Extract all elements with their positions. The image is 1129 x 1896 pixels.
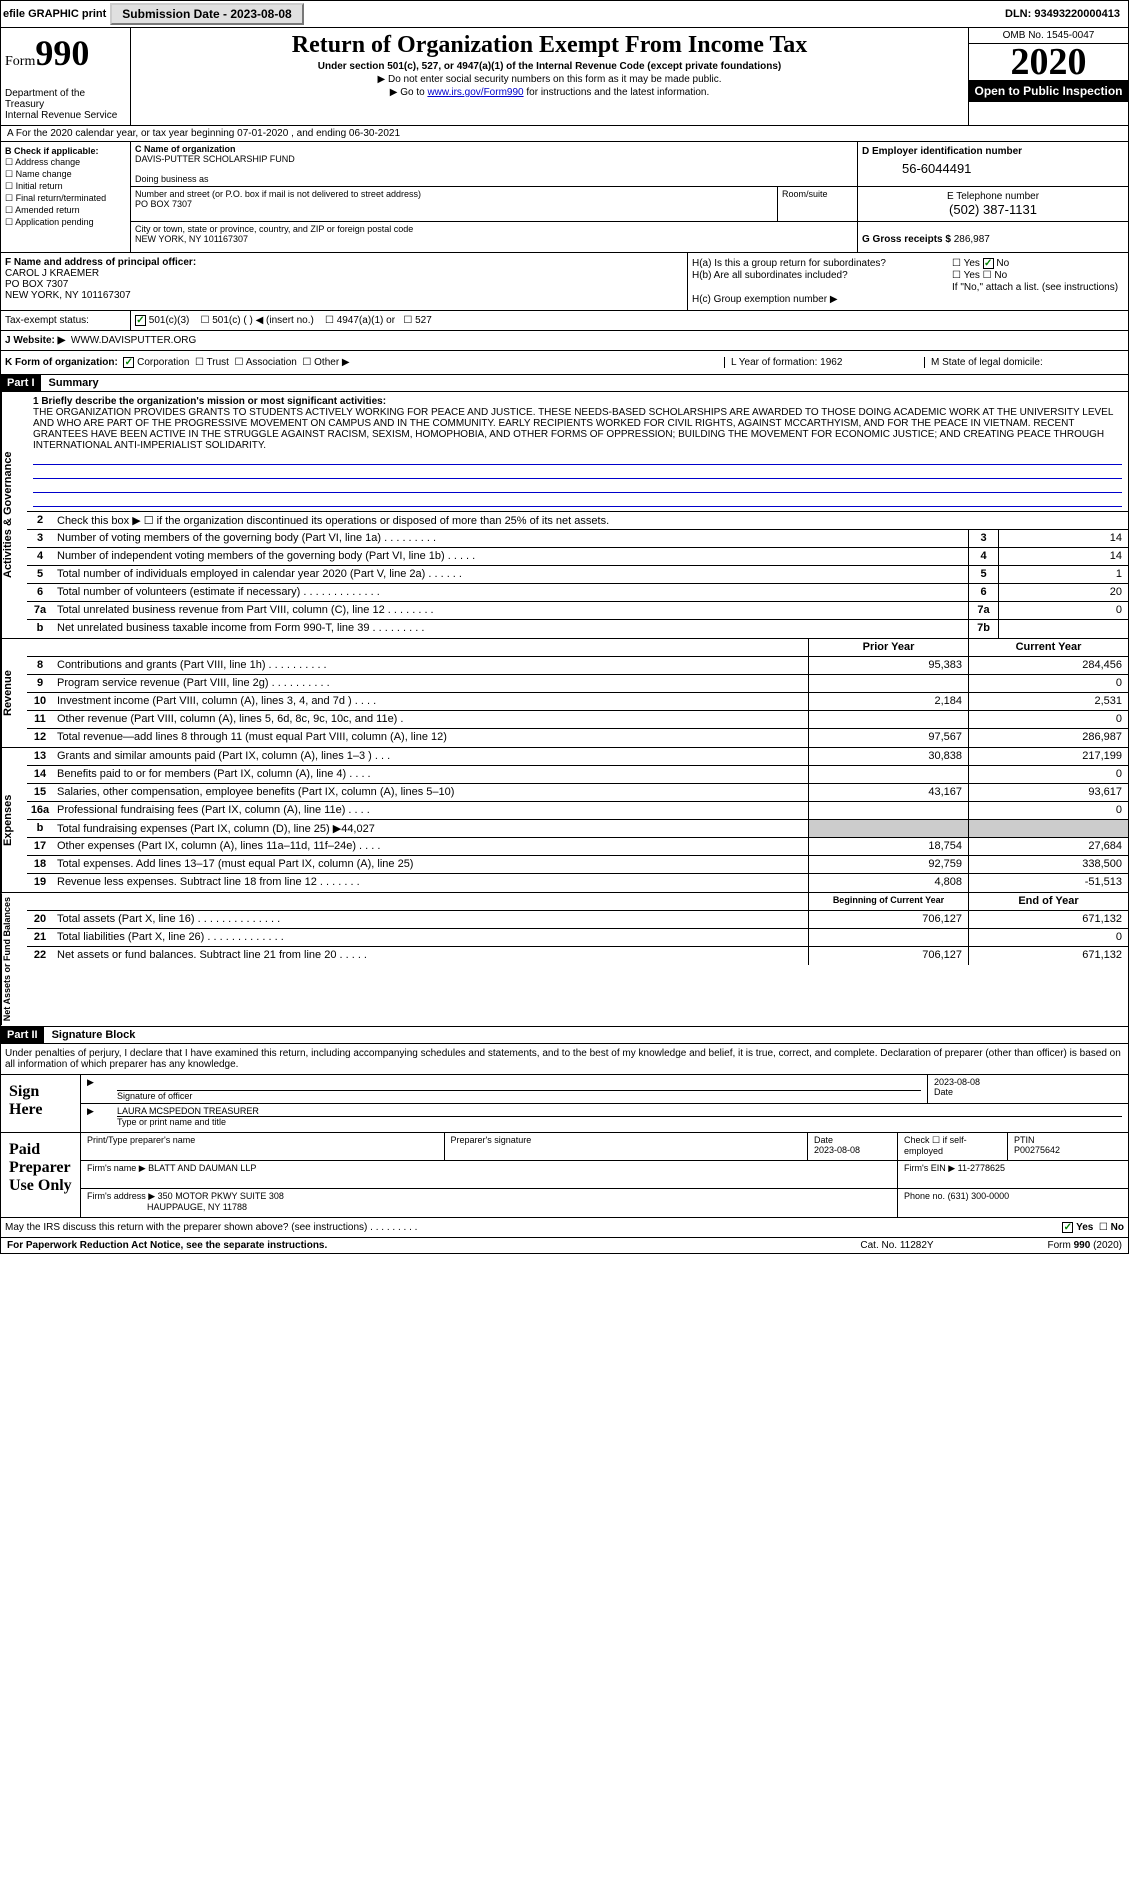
box-m: M State of legal domicile:: [924, 357, 1124, 368]
box-c-address: Number and street (or P.O. box if mail i…: [131, 187, 778, 222]
irs-link[interactable]: www.irs.gov/Form990: [427, 87, 523, 98]
department: Department of the Treasury Internal Reve…: [5, 88, 126, 121]
line-row: 4Number of independent voting members of…: [27, 548, 1128, 566]
box-h: H(a) Is this a group return for subordin…: [688, 253, 1128, 310]
line-row: 21Total liabilities (Part X, line 26) . …: [27, 929, 1128, 947]
chk-name-change[interactable]: ☐ Name change: [5, 169, 126, 180]
line-row: 22Net assets or fund balances. Subtract …: [27, 947, 1128, 965]
mission-block: 1 Briefly describe the organization's mi…: [27, 392, 1128, 511]
form-header: Form990 Department of the Treasury Inter…: [0, 28, 1129, 126]
line-row: 14Benefits paid to or for members (Part …: [27, 766, 1128, 784]
line-row: bNet unrelated business taxable income f…: [27, 620, 1128, 638]
efile-label: efile GRAPHIC print: [3, 8, 106, 20]
box-l: L Year of formation: 1962: [724, 357, 924, 368]
tax-year: 2020: [969, 40, 1128, 84]
line-row: 15Salaries, other compensation, employee…: [27, 784, 1128, 802]
line-row: 13Grants and similar amounts paid (Part …: [27, 748, 1128, 766]
chk-address-change[interactable]: ☐ Address change: [5, 157, 126, 168]
chk-501c3[interactable]: [135, 315, 146, 326]
part2-header: Part II Signature Block: [0, 1027, 1129, 1044]
section-expenses: Expenses 13Grants and similar amounts pa…: [0, 748, 1129, 893]
form-prefix: Form: [5, 54, 35, 69]
form-title: Return of Organization Exempt From Incom…: [135, 32, 964, 59]
submission-date-button[interactable]: Submission Date - 2023-08-08: [110, 3, 303, 25]
line-row: 10Investment income (Part VIII, column (…: [27, 693, 1128, 711]
vtab-governance: Activities & Governance: [1, 392, 27, 638]
dln: DLN: 93493220000413: [1005, 8, 1126, 20]
box-d: D Employer identification number 56-6044…: [858, 142, 1128, 187]
part1-header: Part I Summary: [0, 375, 1129, 392]
box-k: K Form of organization: Corporation ☐ Tr…: [0, 351, 1129, 375]
line-row: 16aProfessional fundraising fees (Part I…: [27, 802, 1128, 820]
section-net-assets: Net Assets or Fund Balances Beginning of…: [0, 893, 1129, 1026]
period-row: A For the 2020 calendar year, or tax yea…: [0, 126, 1129, 142]
chk-amended-return[interactable]: ☐ Amended return: [5, 205, 126, 216]
ssn-note: ▶ Do not enter social security numbers o…: [135, 74, 964, 85]
box-e: E Telephone number (502) 387-1131: [858, 187, 1128, 222]
box-c-city: City or town, state or province, country…: [131, 222, 858, 252]
box-c-room: Room/suite: [778, 187, 858, 222]
line-row: 20Total assets (Part X, line 16) . . . .…: [27, 911, 1128, 929]
box-g: G Gross receipts $ 286,987: [858, 222, 1128, 252]
box-c-name: C Name of organization DAVIS-PUTTER SCHO…: [131, 142, 858, 187]
row-tax-exempt: Tax-exempt status: 501(c)(3) ☐ 501(c) ( …: [0, 311, 1129, 331]
footer: For Paperwork Reduction Act Notice, see …: [0, 1238, 1129, 1254]
line-row: 18Total expenses. Add lines 13–17 (must …: [27, 856, 1128, 874]
vtab-net-assets: Net Assets or Fund Balances: [1, 893, 27, 1025]
line-row: 19Revenue less expenses. Subtract line 1…: [27, 874, 1128, 892]
chk-corporation[interactable]: [123, 357, 134, 368]
form-subtitle: Under section 501(c), 527, or 4947(a)(1)…: [135, 61, 964, 72]
line-row: 8Contributions and grants (Part VIII, li…: [27, 657, 1128, 675]
link-note: ▶ Go to www.irs.gov/Form990 for instruct…: [135, 87, 964, 98]
topbar: efile GRAPHIC print Submission Date - 20…: [0, 0, 1129, 28]
chk-discuss-yes[interactable]: [1062, 1222, 1073, 1233]
line-row: 12Total revenue—add lines 8 through 11 (…: [27, 729, 1128, 747]
entity-grid: B Check if applicable: ☐ Address change …: [0, 142, 1129, 253]
line-row: 17Other expenses (Part IX, column (A), l…: [27, 838, 1128, 856]
row-fh: F Name and address of principal officer:…: [0, 253, 1129, 311]
chk-application-pending[interactable]: ☐ Application pending: [5, 217, 126, 228]
sign-here: Sign Here ▶ Signature of officer 2023-08…: [0, 1075, 1129, 1133]
paid-preparer: Paid Preparer Use Only Print/Type prepar…: [0, 1133, 1129, 1218]
line-row: bTotal fundraising expenses (Part IX, co…: [27, 820, 1128, 838]
line-row: 7aTotal unrelated business revenue from …: [27, 602, 1128, 620]
section-revenue: Revenue Prior Year Current Year 8Contrib…: [0, 639, 1129, 748]
line-row: 11Other revenue (Part VIII, column (A), …: [27, 711, 1128, 729]
line-row: 3Number of voting members of the governi…: [27, 530, 1128, 548]
line-row: 9Program service revenue (Part VIII, lin…: [27, 675, 1128, 693]
vtab-revenue: Revenue: [1, 639, 27, 747]
box-j: J Website: ▶ WWW.DAVISPUTTER.ORG: [0, 331, 1129, 351]
declaration: Under penalties of perjury, I declare th…: [0, 1044, 1129, 1075]
form-number: 990: [35, 33, 89, 73]
box-b: B Check if applicable: ☐ Address change …: [1, 142, 131, 252]
discuss-row: May the IRS discuss this return with the…: [0, 1218, 1129, 1238]
chk-final-return[interactable]: ☐ Final return/terminated: [5, 193, 126, 204]
chk-initial-return[interactable]: ☐ Initial return: [5, 181, 126, 192]
public-inspection: Open to Public Inspection: [969, 80, 1128, 102]
section-governance: Activities & Governance 1 Briefly descri…: [0, 392, 1129, 639]
chk-ha-no[interactable]: [983, 258, 994, 269]
line-row: 6Total number of volunteers (estimate if…: [27, 584, 1128, 602]
line-row: 5Total number of individuals employed in…: [27, 566, 1128, 584]
box-f: F Name and address of principal officer:…: [1, 253, 688, 310]
vtab-expenses: Expenses: [1, 748, 27, 892]
